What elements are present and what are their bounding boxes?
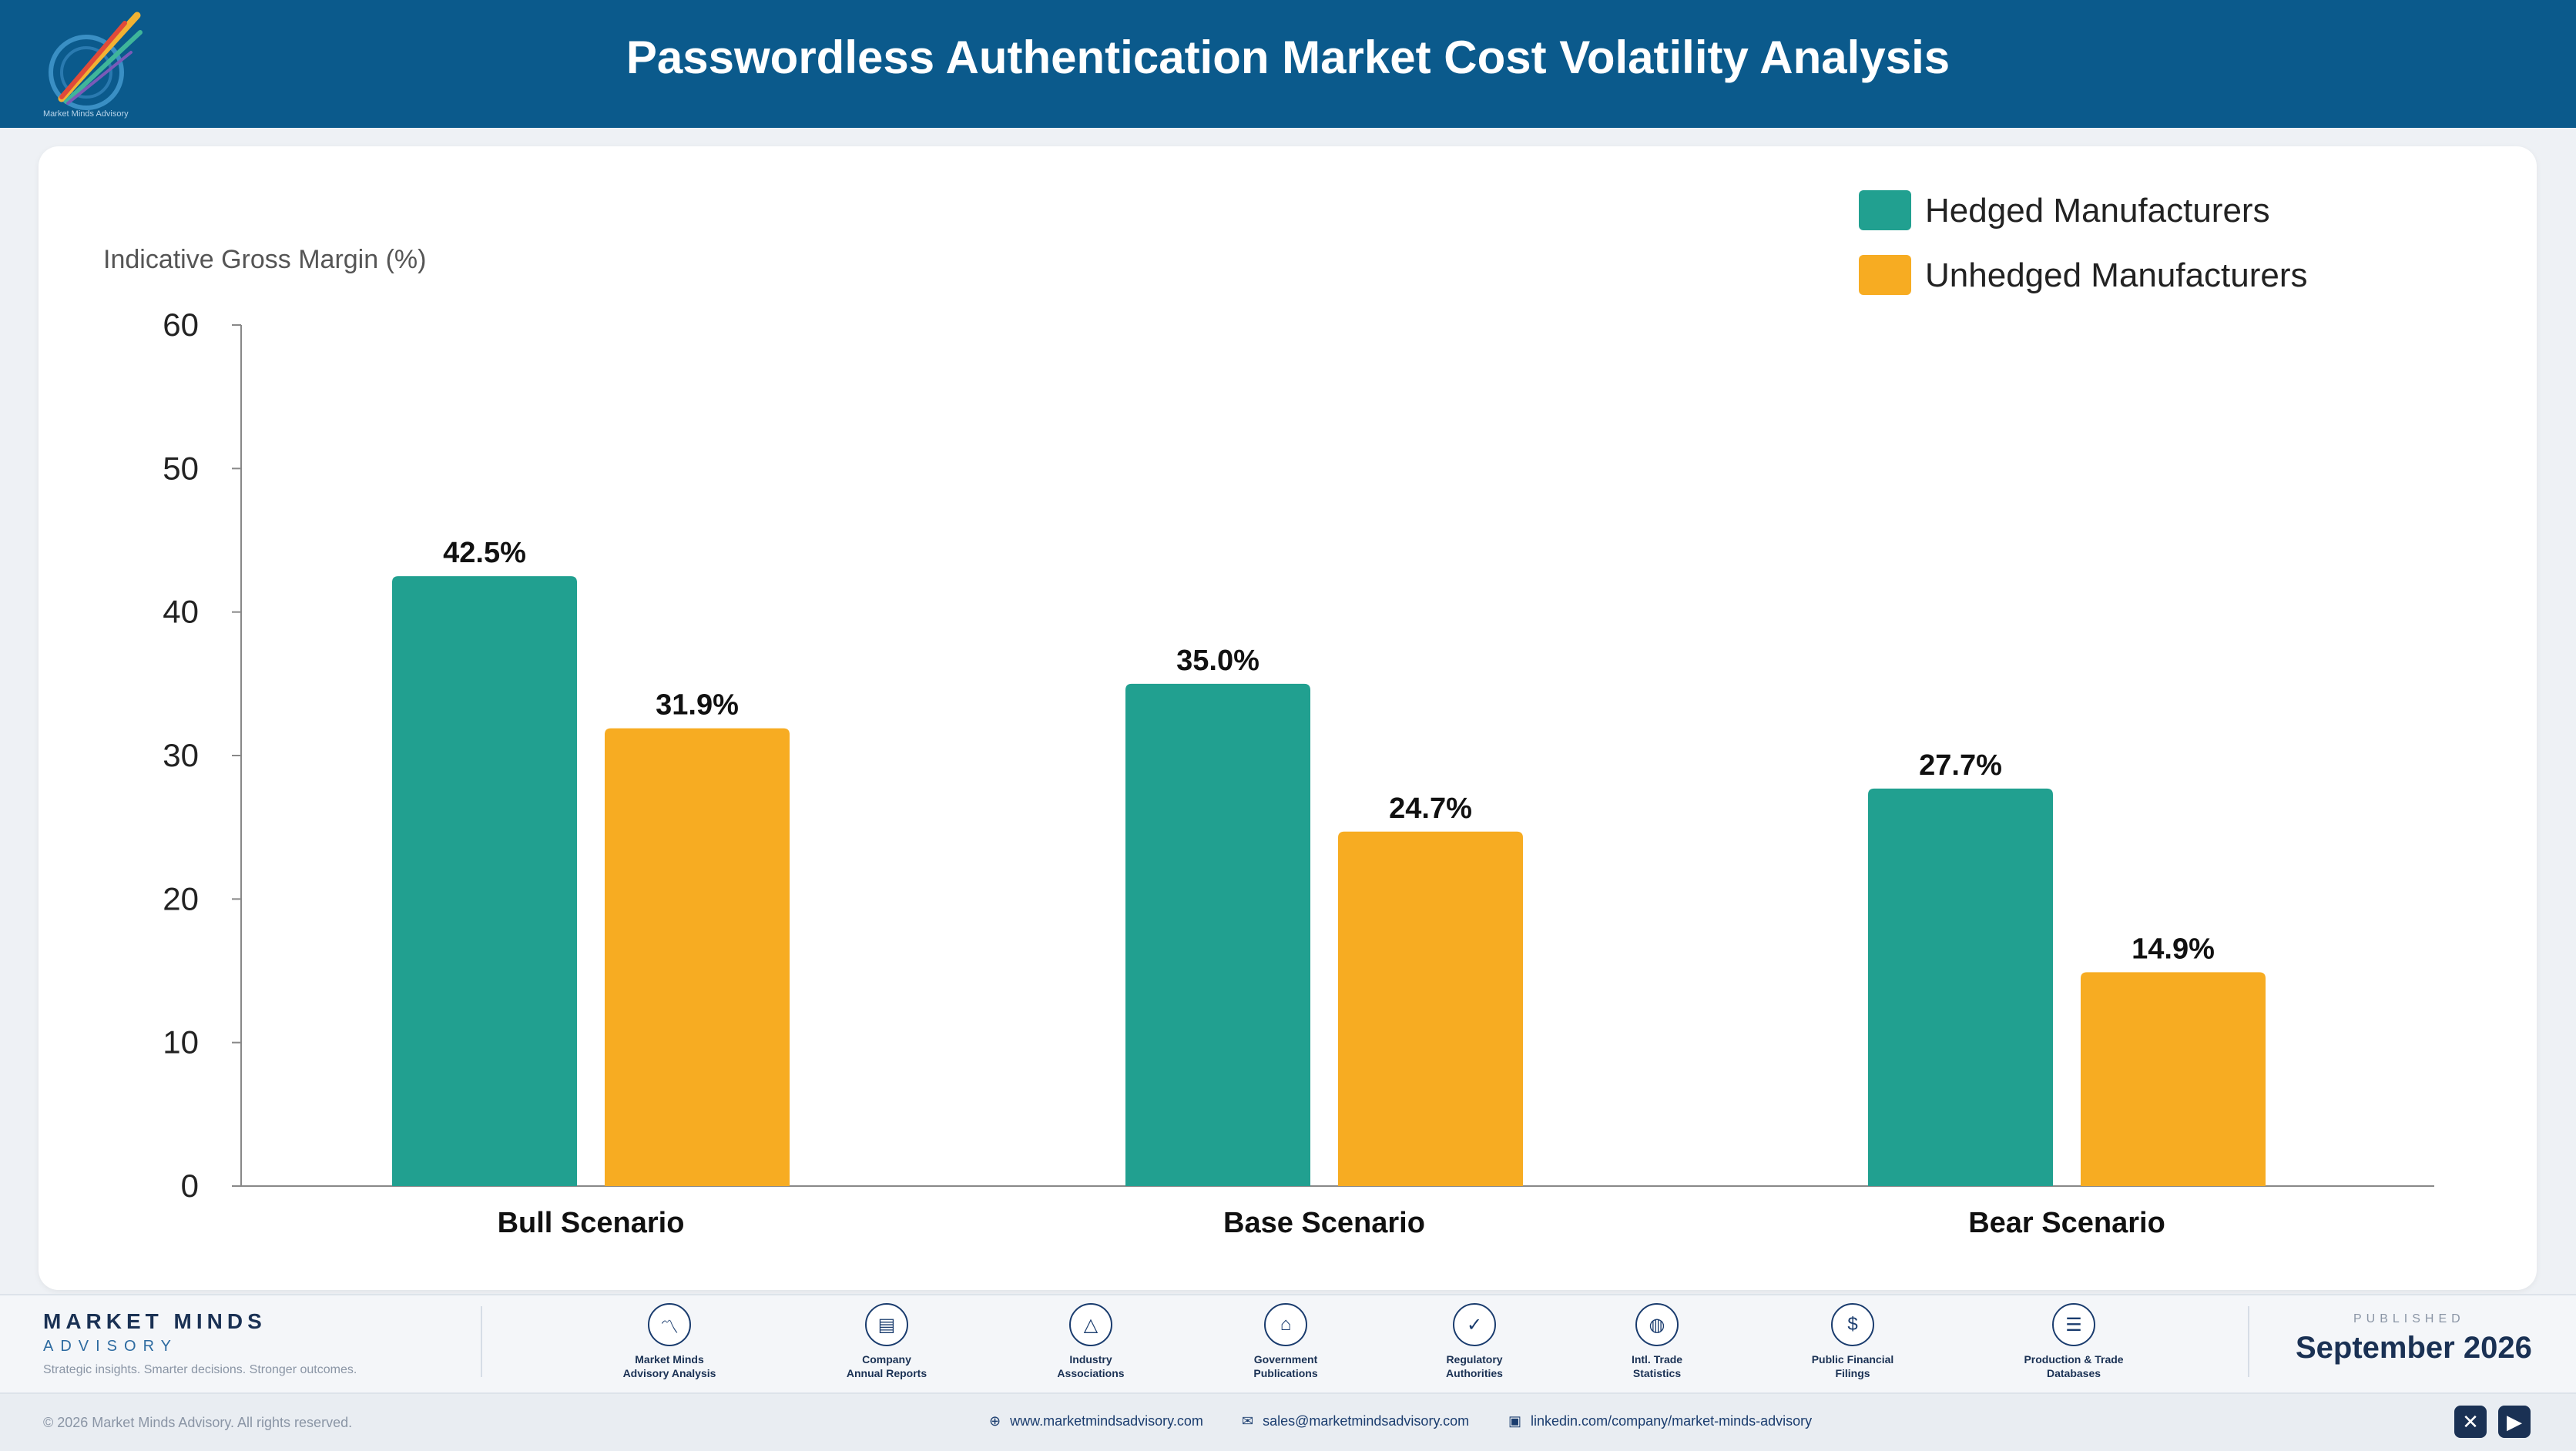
brand-tagline: Strategic insights. Smarter decisions. S… [43, 1363, 357, 1376]
x-tick-label: Base Scenario [1223, 1207, 1425, 1239]
source-item: ⌂ Government Publications [1209, 1303, 1363, 1380]
brand-subtitle: ADVISORY [43, 1338, 178, 1355]
bar [1125, 683, 1310, 1186]
y-tick-label: 0 [181, 1168, 199, 1204]
data-label: 31.9% [656, 689, 739, 722]
shield-check-icon: ✓ [1453, 1303, 1496, 1346]
published-label: PUBLISHED [2353, 1312, 2465, 1325]
y-tick-label: 60 [163, 307, 199, 343]
bottom-bar: © 2026 Market Minds Advisory. All rights… [0, 1392, 2576, 1451]
source-item: 〽 Market Minds Advisory Analysis [592, 1303, 746, 1380]
data-label: 24.7% [1389, 793, 1472, 825]
document-icon: ▤ [865, 1303, 908, 1346]
trend-line-icon: 〽 [648, 1303, 691, 1346]
page-title: Passwordless Authentication Market Cost … [626, 32, 1950, 83]
bar-chart: Indicative Gross Margin (%) 0 10 20 30 40 50 60… [103, 190, 2434, 1239]
source-item: ✓ Regulatory Authorities [1397, 1303, 1551, 1380]
bar [1338, 831, 1523, 1186]
linkedin-link[interactable]: ▣ linkedin.com/company/market-minds-advis… [1508, 1413, 1813, 1429]
globe-icon: ⊕ [989, 1413, 1001, 1429]
data-label: 42.5% [443, 537, 526, 569]
header-bar: Market Minds Advisory Passwordless Authe… [0, 0, 2576, 128]
bar [392, 576, 577, 1186]
dollar-coin-icon: $ [1831, 1303, 1874, 1346]
x-social-icon[interactable]: ✕ [2454, 1406, 2487, 1438]
network-icon: △ [1069, 1303, 1112, 1346]
y-axis-label: Indicative Gross Margin (%) [103, 245, 426, 274]
mail-icon: ✉ [1242, 1413, 1254, 1429]
published-date: September 2026 [2296, 1331, 2532, 1365]
globe-icon: ◍ [1635, 1303, 1679, 1346]
brand-name: MARKET MINDS [43, 1309, 267, 1333]
y-tick-label: 50 [163, 450, 199, 486]
bar [605, 728, 790, 1186]
footer: MARKET MINDS ADVISORY Strategic insights… [0, 1294, 2576, 1393]
source-label: Market Minds Advisory Analysis [622, 1353, 716, 1379]
website-link[interactable]: ⊕ www.marketmindsadvisory.com [989, 1413, 1203, 1429]
linkedin-icon: ▣ [1508, 1413, 1522, 1429]
source-label: Government Publications [1253, 1353, 1318, 1379]
source-item: △ Industry Associations [1014, 1303, 1168, 1380]
source-label: Intl. Trade Statistics [1631, 1353, 1683, 1379]
footer-divider [481, 1306, 482, 1377]
x-tick-label: Bear Scenario [1968, 1207, 2165, 1239]
source-label: Public Financial Filings [1811, 1353, 1894, 1379]
legend-label: Unhedged Manufacturers [1925, 256, 2308, 294]
legend-label: Hedged Manufacturers [1925, 192, 2270, 230]
source-label: Regulatory Authorities [1446, 1353, 1503, 1379]
source-label: Company Annual Reports [846, 1353, 927, 1379]
source-item: ☰ Production & Trade Databases [1997, 1303, 2151, 1380]
email-link[interactable]: ✉ sales@marketmindsadvisory.com [1242, 1413, 1470, 1429]
y-tick-label: 10 [163, 1024, 199, 1061]
bar [2081, 972, 2266, 1186]
legend-swatch [1859, 255, 1911, 295]
source-label: Production & Trade Databases [2024, 1353, 2124, 1379]
source-item: ▤ Company Annual Reports [810, 1303, 964, 1380]
company-logo [49, 12, 143, 110]
database-icon: ☰ [2052, 1303, 2095, 1346]
logo-text: Market Minds Advisory [43, 109, 129, 119]
data-label: 35.0% [1176, 645, 1259, 677]
x-tick-label: Bull Scenario [498, 1207, 685, 1239]
data-label: 27.7% [1919, 749, 2002, 782]
y-tick-label: 40 [163, 594, 199, 630]
chart-card: Indicative Gross Margin (%) 0 10 20 30 40 50 60… [39, 146, 2537, 1290]
source-item: $ Public Financial Filings [1776, 1303, 1930, 1380]
y-tick-label: 20 [163, 880, 199, 917]
government-building-icon: ⌂ [1264, 1303, 1307, 1346]
y-tick-label: 30 [163, 737, 199, 773]
source-label: Industry Associations [1057, 1353, 1125, 1379]
footer-divider [2248, 1306, 2249, 1377]
bar [1868, 788, 2053, 1186]
copyright-text: © 2026 Market Minds Advisory. All rights… [43, 1415, 353, 1430]
youtube-social-icon[interactable]: ▶ [2498, 1406, 2531, 1438]
legend-swatch [1859, 190, 1911, 230]
source-item: ◍ Intl. Trade Statistics [1580, 1303, 1734, 1380]
data-label: 14.9% [2132, 933, 2215, 965]
